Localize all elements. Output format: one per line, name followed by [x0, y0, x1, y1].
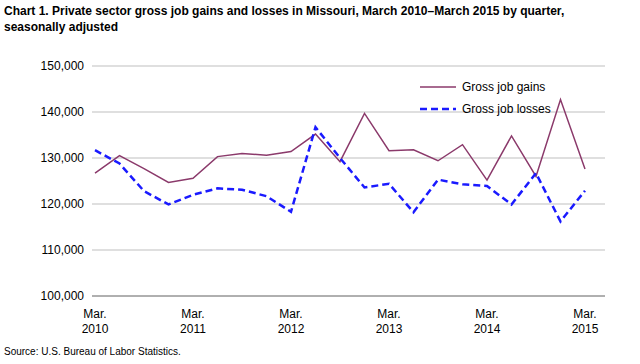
svg-text:Mar.2013: Mar.2013: [376, 307, 403, 336]
svg-text:100,000: 100,000: [41, 289, 85, 303]
svg-text:Mar.2014: Mar.2014: [474, 307, 501, 336]
html-text:Gross job losses: Gross job losses: [462, 102, 551, 116]
svg-text:120,000: 120,000: [41, 197, 85, 211]
html-text:Gross job gains: Gross job gains: [462, 80, 546, 94]
svg-text:130,000: 130,000: [41, 151, 85, 165]
svg-text:Mar.2011: Mar.2011: [180, 307, 206, 336]
svg-text:110,000: 110,000: [42, 243, 85, 257]
svg-text:Mar.2012: Mar.2012: [278, 307, 305, 336]
svg-text:150,000: 150,000: [41, 59, 85, 73]
svg-text:Mar.2015: Mar.2015: [572, 307, 599, 336]
svg-text:140,000: 140,000: [41, 105, 85, 119]
html-text:Source: U.S. Bureau of Labor S: Source: U.S. Bureau of Labor Statistics.: [4, 346, 181, 357]
svg-text:Mar.2010: Mar.2010: [82, 307, 109, 336]
html-text:Chart 1. Private sector gross: Chart 1. Private sector gross job gains …: [4, 4, 565, 34]
